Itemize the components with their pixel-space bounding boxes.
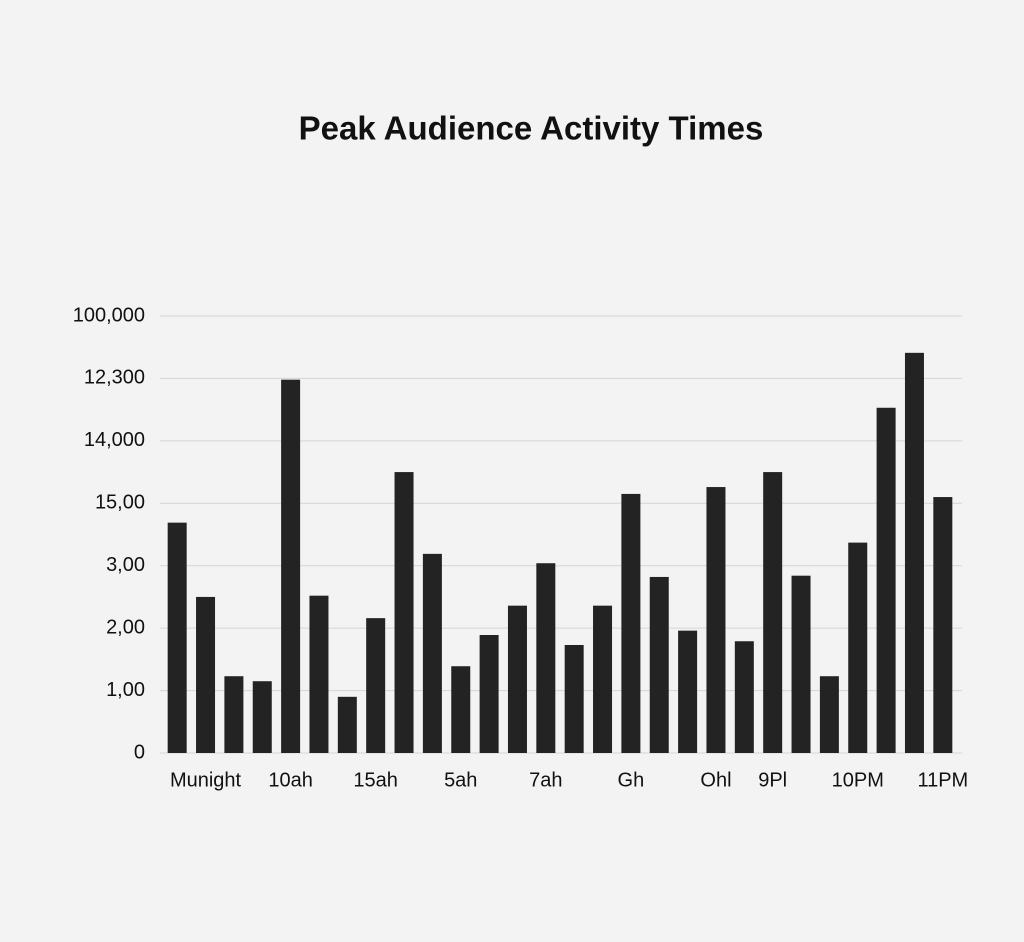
y-tick-label: 3,00	[106, 554, 145, 576]
bar	[366, 618, 386, 753]
bar	[224, 676, 244, 753]
x-tick-label: 15ah	[353, 769, 398, 791]
bar	[337, 696, 357, 753]
y-tick-label: 14,000	[84, 429, 145, 451]
bar	[422, 553, 442, 753]
bar	[479, 635, 499, 753]
bar	[876, 407, 896, 753]
bar	[564, 644, 584, 753]
bar	[848, 542, 868, 753]
bar	[252, 681, 272, 753]
x-tick-label: 11PM	[917, 769, 968, 791]
bar	[167, 522, 187, 753]
bar	[791, 575, 811, 753]
bar	[536, 563, 556, 753]
x-tick-label: 5ah	[444, 769, 477, 791]
y-tick-label: 12,300	[84, 367, 145, 389]
bar	[621, 493, 641, 753]
bar	[281, 379, 301, 753]
bar	[933, 497, 953, 753]
y-tick-label: 100,000	[73, 304, 145, 326]
bar	[819, 676, 839, 753]
x-tick-label: Gh	[618, 769, 645, 791]
bar	[904, 352, 924, 753]
x-tick-label: 10PM	[832, 769, 884, 791]
bar	[451, 666, 471, 753]
bar	[507, 605, 527, 753]
bar	[394, 472, 414, 753]
bar	[649, 576, 669, 753]
x-tick-label: Ohl	[700, 769, 731, 791]
bar	[678, 630, 698, 753]
x-tick-label: 9Pl	[758, 769, 787, 791]
bar	[196, 596, 216, 753]
y-tick-label: 2,00	[106, 616, 145, 638]
x-tick-label: 7ah	[529, 769, 562, 791]
bar	[763, 472, 783, 753]
x-tick-label: Munight	[170, 769, 242, 791]
y-tick-label: 0	[134, 741, 145, 763]
y-tick-label: 1,00	[106, 679, 145, 701]
x-tick-label: 10ah	[268, 769, 313, 791]
bar	[734, 641, 754, 753]
bar	[309, 595, 329, 753]
y-tick-label: 15,00	[95, 492, 145, 514]
bar	[593, 605, 613, 753]
bar	[706, 487, 726, 753]
chart-title: Peak Audience Activity Times	[299, 110, 764, 147]
